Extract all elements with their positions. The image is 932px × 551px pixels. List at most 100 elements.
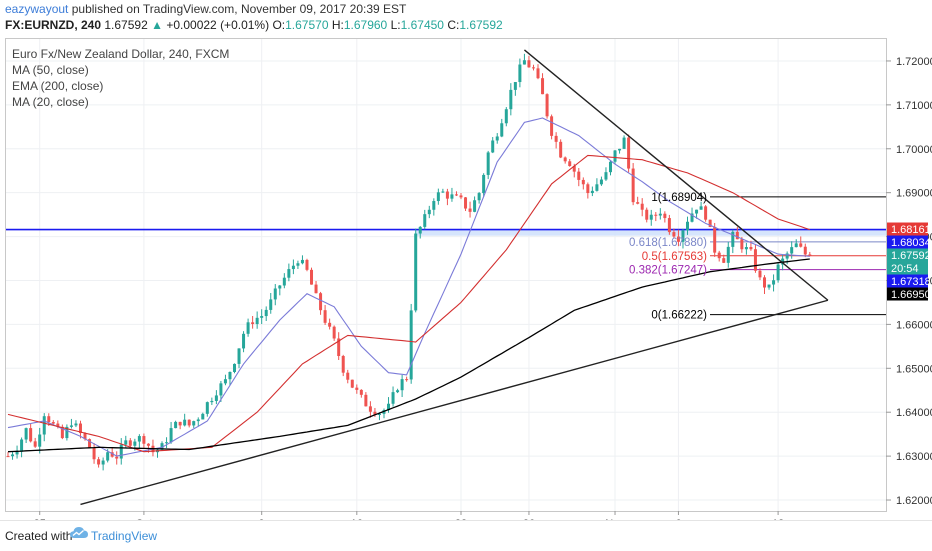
- y-tick-label: 1.66000: [896, 319, 932, 331]
- candle-body: [251, 322, 255, 325]
- candle-body: [491, 140, 495, 153]
- legend-indicator[interactable]: EMA (200, close): [12, 79, 104, 93]
- candle-body: [740, 239, 744, 250]
- high-label: H:: [331, 18, 344, 32]
- close-value: 1.67592: [459, 18, 503, 32]
- candle-body: [799, 243, 803, 247]
- x-tick-label: 23: [455, 518, 467, 520]
- candle-body: [142, 436, 146, 444]
- tradingview-link[interactable]: TradingView: [91, 529, 158, 543]
- candle-body: [350, 379, 354, 388]
- candle-body: [119, 444, 123, 459]
- price-chart[interactable]: 1(1.68904) 0.618(1.67880) 0.5(1.67563) 0.38…: [0, 0, 932, 520]
- candle-body: [160, 443, 164, 450]
- candles: [6, 53, 812, 471]
- quote-bar: FX:EURNZD, 240 1.67592 ▲ +0.00022 (+0.01…: [5, 18, 503, 34]
- candle-body: [699, 206, 703, 210]
- candle-body: [704, 206, 708, 220]
- candle-body: [586, 184, 590, 194]
- candle-body: [450, 194, 454, 199]
- candle-body: [554, 135, 558, 142]
- candle-body: [110, 452, 114, 457]
- price-tag-box: [887, 274, 928, 288]
- candle-body: [622, 137, 626, 149]
- candle-body: [210, 400, 214, 403]
- time-axis: 25 Oct 9 16 23 26 Nov 6 13: [6, 511, 886, 520]
- candle-body: [445, 191, 449, 199]
- candle-body: [663, 213, 667, 219]
- grid: [6, 39, 886, 511]
- price-axis: 1.620001.630001.640001.650001.660001.670…: [886, 56, 932, 507]
- y-tick-label: 1.72000: [896, 56, 932, 68]
- candle-body: [282, 277, 286, 286]
- candle-body: [763, 277, 767, 288]
- y-tick-label: 1.71000: [896, 100, 932, 112]
- candle-body: [504, 109, 508, 124]
- price-tag-box: [887, 248, 928, 262]
- candle-body: [305, 259, 309, 270]
- candle-body: [649, 214, 653, 220]
- fib-level-label: 0.618(1.67880): [629, 237, 707, 249]
- candle-body: [364, 394, 368, 407]
- legend-title: Euro Fx/New Zealand Dollar, 240, FXCM: [12, 47, 230, 61]
- moving-averages: [7, 117, 810, 457]
- candle-body: [477, 193, 481, 201]
- candle-body: [794, 243, 798, 248]
- created-with-label: Created with: [5, 529, 73, 543]
- last-price: 1.67592: [104, 18, 148, 32]
- candle-body: [513, 82, 517, 90]
- candle-body: [201, 413, 205, 420]
- candle-body: [78, 423, 82, 434]
- close-label: C:: [447, 18, 460, 32]
- y-tick-label: 1.70000: [896, 144, 932, 156]
- candle-body: [772, 280, 776, 285]
- candle-body: [599, 179, 603, 185]
- candle-body: [545, 94, 549, 117]
- candle-body: [572, 166, 576, 172]
- candle-body: [731, 231, 735, 247]
- candle-body: [196, 419, 200, 422]
- candle-body: [255, 317, 259, 325]
- candle-body: [559, 141, 563, 158]
- candle-body: [33, 441, 37, 447]
- candle-body: [56, 423, 60, 427]
- candle-body: [237, 348, 241, 364]
- candle-body: [359, 389, 363, 395]
- candle-body: [581, 179, 585, 185]
- candle-body: [550, 116, 554, 136]
- candle-body: [42, 416, 46, 435]
- trendline-descending: [523, 49, 829, 301]
- tradingview-cloud-icon[interactable]: [70, 526, 88, 540]
- fib-level-label: 0(1.66222): [651, 310, 707, 322]
- candle-body: [65, 426, 69, 439]
- candle-body: [627, 137, 631, 169]
- candle-body: [454, 194, 458, 196]
- candle-body: [722, 258, 726, 263]
- candle-body: [278, 285, 282, 289]
- candle-body: [346, 372, 350, 380]
- legend-indicator[interactable]: MA (20, close): [12, 95, 89, 109]
- candle-body: [287, 269, 291, 278]
- candle-body: [174, 421, 178, 429]
- candle-body: [808, 254, 812, 256]
- resistance-zone: [6, 228, 886, 236]
- author-link[interactable]: eazywayout: [5, 2, 69, 16]
- candle-body: [636, 202, 640, 204]
- ma50-line: [7, 154, 810, 453]
- candle-body: [618, 148, 622, 151]
- candle-body: [101, 460, 105, 465]
- x-tick-label: 26: [523, 518, 535, 520]
- resistance-zone-band: [415, 229, 886, 236]
- candle-body: [658, 213, 662, 216]
- price-tag-label: 1.66950: [891, 289, 931, 301]
- price-tag-box: [887, 261, 928, 275]
- candle-body: [88, 439, 92, 448]
- candle-body: [686, 221, 689, 231]
- change-up-icon: ▲: [151, 18, 163, 32]
- candle-body: [767, 284, 771, 288]
- legend-indicator[interactable]: MA (50, close): [12, 63, 89, 77]
- candle-body: [11, 454, 15, 457]
- fib-level-label: 0.382(1.67247): [629, 265, 707, 277]
- candle-body: [645, 209, 649, 220]
- candle-body: [341, 356, 345, 373]
